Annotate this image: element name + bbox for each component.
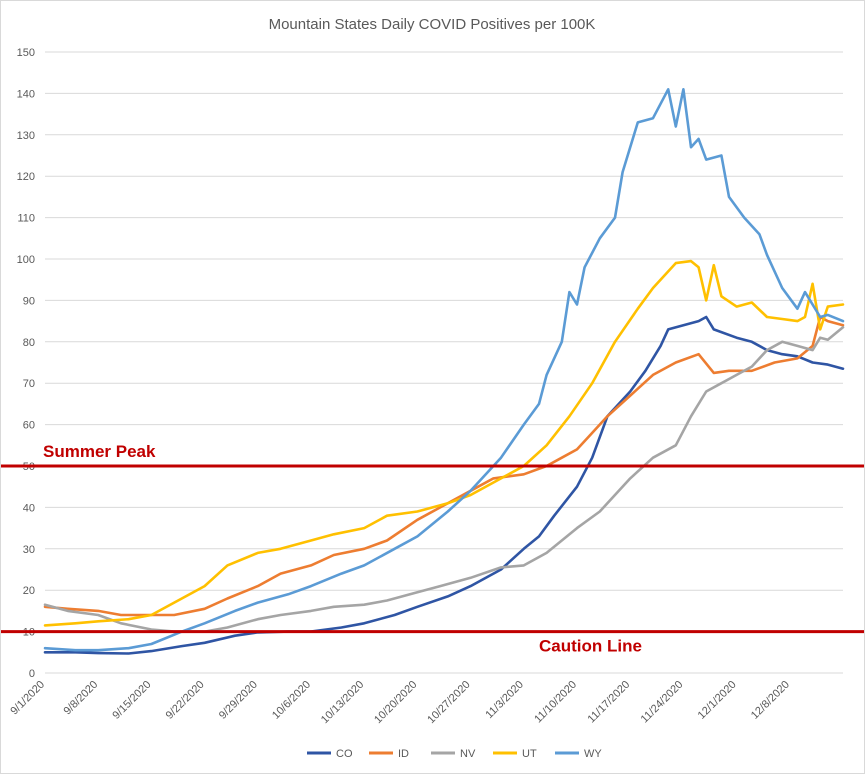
y-tick-label: 70 <box>23 378 35 390</box>
x-axis-ticks: 9/1/2020 9/8/2020 9/15/2020 9/22/2020 9/29/2… <box>8 679 792 726</box>
y-tick-label: 90 <box>23 295 35 307</box>
x-tick-label: 11/3/2020 <box>483 679 526 722</box>
y-tick-label: 100 <box>17 254 35 266</box>
y-axis-ticks: 0102030405060708090100110120130140150 <box>17 47 35 680</box>
legend-label-ut: UT <box>522 748 537 760</box>
chart-title: Mountain States Daily COVID Positives pe… <box>269 16 596 33</box>
series-line-nv <box>43 325 845 633</box>
ref-label-summer-peak: Summer Peak <box>43 442 156 461</box>
ref-label-caution-line: Caution Line <box>539 637 642 656</box>
series-line-wy <box>43 88 845 652</box>
legend-label-co: CO <box>336 748 353 760</box>
y-tick-label: 30 <box>23 544 35 556</box>
series-line-id <box>43 315 845 617</box>
y-tick-label: 140 <box>17 88 35 100</box>
legend-label-id: ID <box>398 748 409 760</box>
x-tick-label: 11/10/2020 <box>532 679 579 726</box>
y-tick-label: 80 <box>23 337 35 349</box>
x-tick-label: 11/17/2020 <box>585 679 632 726</box>
y-tick-label: 40 <box>23 502 35 514</box>
y-tick-label: 130 <box>17 130 35 142</box>
legend-label-wy: WY <box>584 748 602 760</box>
x-tick-label: 10/20/2020 <box>372 679 419 726</box>
y-tick-label: 110 <box>17 213 35 225</box>
x-tick-label: 10/27/2020 <box>425 679 472 726</box>
x-tick-label: 9/22/2020 <box>164 679 207 722</box>
series-line-ut <box>43 259 845 627</box>
x-tick-label: 9/1/2020 <box>8 679 47 718</box>
reference-lines: Summer Peak Caution Line <box>1 442 864 656</box>
y-tick-label: 150 <box>17 47 35 59</box>
x-tick-label: 10/6/2020 <box>270 679 313 722</box>
x-tick-label: 12/1/2020 <box>696 679 739 722</box>
x-tick-label: 9/15/2020 <box>110 679 153 722</box>
series-line-co <box>43 315 845 655</box>
series-lines <box>43 88 845 655</box>
gridlines <box>45 51 843 674</box>
x-tick-label: 12/8/2020 <box>749 679 792 722</box>
legend: CO ID NV UT WY <box>307 748 602 760</box>
x-tick-label: 9/8/2020 <box>62 679 101 718</box>
legend-label-nv: NV <box>460 748 476 760</box>
x-tick-label: 9/29/2020 <box>217 679 260 722</box>
x-tick-label: 11/24/2020 <box>639 679 686 726</box>
y-tick-label: 60 <box>23 420 35 432</box>
y-tick-label: 0 <box>29 668 35 680</box>
y-tick-label: 20 <box>23 585 35 597</box>
x-tick-label: 10/13/2020 <box>319 679 366 726</box>
y-tick-label: 120 <box>17 171 35 183</box>
